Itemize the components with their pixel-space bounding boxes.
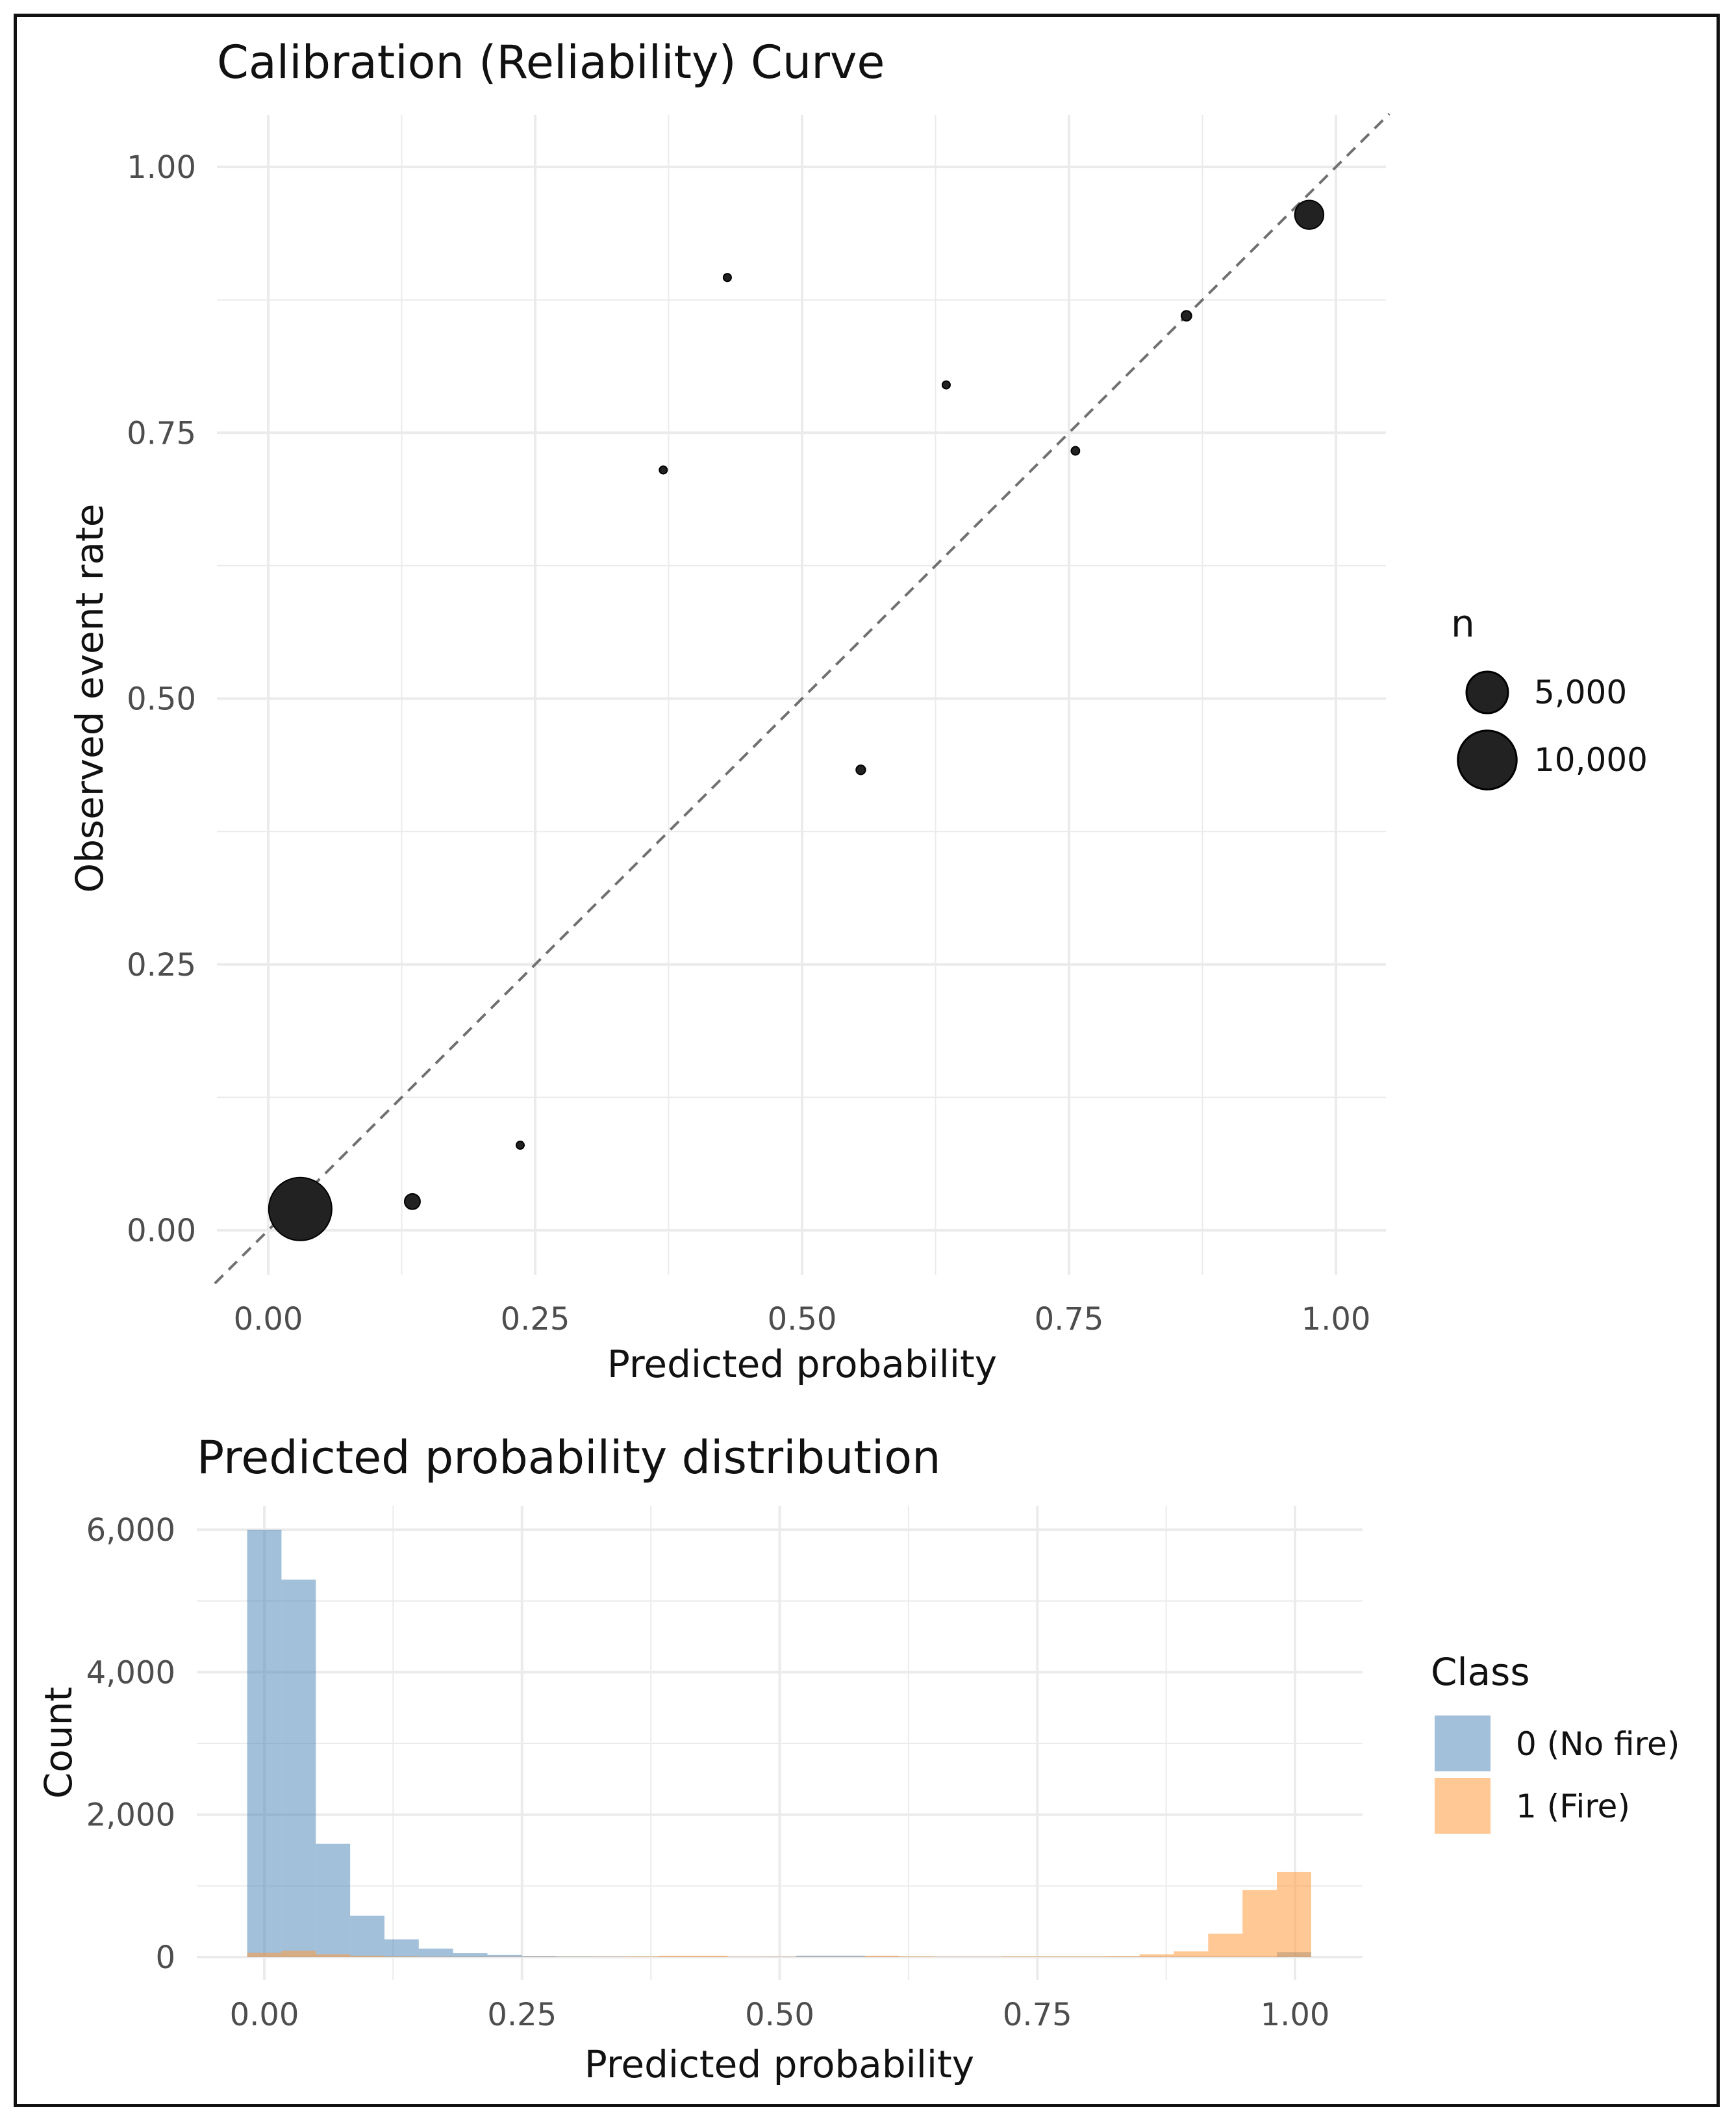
- size-legend-label: 10,000: [1534, 741, 1648, 779]
- bar-fire: [247, 1953, 282, 1957]
- x-tick-label: 0.25: [501, 1301, 570, 1337]
- class-legend-title: Class: [1431, 1650, 1530, 1694]
- bar-no-fire: [281, 1579, 316, 1957]
- calibration-points: [268, 199, 1325, 1241]
- bar-fire: [590, 1956, 625, 1957]
- bar-no-fire: [487, 1955, 522, 1957]
- x-tick-label: 0.50: [768, 1301, 837, 1337]
- figure-border: [14, 14, 1720, 2107]
- bar-fire: [1037, 1956, 1071, 1957]
- bar-fire: [693, 1955, 728, 1957]
- bar-fire: [1070, 1956, 1105, 1957]
- x-tick-label: 1.00: [1261, 1997, 1330, 2033]
- y-tick-label: 0.50: [127, 681, 196, 718]
- calibration-grid: [217, 115, 1386, 1275]
- bar-fire: [1276, 1871, 1311, 1957]
- y-tick-label: 2,000: [86, 1797, 175, 1834]
- x-tick-label: 0.00: [230, 1997, 299, 2033]
- y-tick-label: 6,000: [86, 1512, 175, 1549]
- bar-no-fire: [316, 1843, 351, 1957]
- bar-fire: [659, 1955, 694, 1957]
- bar-fire: [487, 1956, 522, 1957]
- legend-label-no-fire: 0 (No fire): [1516, 1725, 1679, 1763]
- calibration-point: [941, 380, 951, 390]
- bar-fire: [1105, 1956, 1140, 1957]
- legend-swatch-fire: [1435, 1778, 1491, 1834]
- calibration-x-label: Predicted probability: [607, 1342, 997, 1386]
- bar-fire: [556, 1956, 591, 1957]
- bar-fire: [864, 1955, 899, 1957]
- x-tick-label: 1.00: [1302, 1301, 1371, 1337]
- bar-fire: [1139, 1954, 1174, 1957]
- bar-fire: [727, 1956, 762, 1957]
- reference-diagonal-line: [214, 112, 1390, 1285]
- y-tick-label: 0.25: [127, 947, 196, 983]
- calibration-ticks: 0.00 0.25 0.50 0.75 1.00 0.00 0.25 0.50 0.75 1.00: [127, 112, 1390, 1337]
- bar-fire: [1208, 1933, 1243, 1957]
- y-tick-label: 1.00: [127, 149, 196, 186]
- legend-swatch-no-fire: [1435, 1715, 1491, 1771]
- calibration-point: [268, 1176, 333, 1241]
- bar-fire: [1002, 1956, 1037, 1957]
- bar-fire: [933, 1956, 968, 1957]
- size-legend-circle: [1465, 670, 1509, 715]
- calibration-point: [659, 465, 668, 475]
- size-legend-label: 5,000: [1534, 674, 1627, 711]
- calibration-point: [855, 765, 866, 776]
- bar-no-fire: [384, 1939, 419, 1957]
- calibration-chart: Calibration (Reliability) Curve 0.00 0.25…: [68, 36, 1648, 1386]
- bar-fire: [899, 1956, 934, 1957]
- bar-fire: [762, 1956, 797, 1957]
- histogram-x-label: Predicted probability: [585, 2042, 974, 2086]
- calibration-point: [1070, 446, 1081, 456]
- bar-fire: [350, 1955, 384, 1957]
- x-tick-label: 0.00: [234, 1301, 303, 1337]
- bar-fire: [316, 1954, 351, 1957]
- calibration-point: [1181, 310, 1192, 322]
- y-tick-label: 0.75: [127, 415, 196, 451]
- bar-no-fire: [350, 1916, 384, 1957]
- bar-no-fire: [247, 1530, 282, 1957]
- histogram-y-label: Count: [36, 1687, 81, 1799]
- legend-label-fire: 1 (Fire): [1516, 1788, 1630, 1825]
- calibration-point: [515, 1141, 525, 1150]
- bar-fire: [453, 1956, 488, 1957]
- calibration-point: [722, 273, 732, 283]
- calibration-title: Calibration (Reliability) Curve: [217, 36, 885, 89]
- histogram-title: Predicted probability distribution: [197, 1431, 941, 1484]
- y-tick-label: 0.00: [127, 1213, 196, 1249]
- histogram-ticks: 0.00 0.25 0.50 0.75 1.00 0 2,000 4,000 6,000: [86, 1512, 1330, 2033]
- bar-no-fire: [796, 1955, 831, 1957]
- x-tick-label: 0.75: [1035, 1301, 1104, 1337]
- bar-no-fire: [830, 1955, 865, 1957]
- bar-no-fire: [418, 1948, 453, 1957]
- bar-fire: [1242, 1890, 1277, 1957]
- histogram-chart: Predicted probability distribution 0.00 0…: [36, 1431, 1679, 2086]
- calibration-point: [1294, 199, 1325, 230]
- bar-fire: [830, 1956, 865, 1957]
- x-tick-label: 0.75: [1003, 1997, 1072, 2033]
- size-legend-circle: [1457, 729, 1518, 791]
- x-tick-label: 0.25: [487, 1997, 557, 2033]
- bar-fire: [281, 1951, 316, 1957]
- bar-fire: [796, 1956, 831, 1957]
- bar-no-fire: [522, 1956, 557, 1957]
- bar-fire: [522, 1956, 557, 1957]
- bar-fire: [1174, 1951, 1209, 1957]
- y-tick-label: 0: [155, 1940, 175, 1976]
- y-tick-label: 4,000: [86, 1654, 175, 1691]
- bar-fire: [384, 1956, 419, 1957]
- calibration-y-label: Observed event rate: [68, 504, 112, 893]
- bar-no-fire: [453, 1953, 488, 1957]
- histogram-bars: [247, 1530, 1311, 1957]
- bar-fire: [968, 1956, 1003, 1957]
- histogram-grid: [197, 1506, 1363, 1980]
- calibration-point: [403, 1193, 421, 1210]
- bar-fire: [418, 1956, 453, 1957]
- x-tick-label: 0.50: [745, 1997, 814, 2033]
- bar-fire: [624, 1956, 659, 1957]
- size-legend: 5,000 10,000: [1457, 670, 1648, 791]
- size-legend-title: n: [1451, 601, 1475, 646]
